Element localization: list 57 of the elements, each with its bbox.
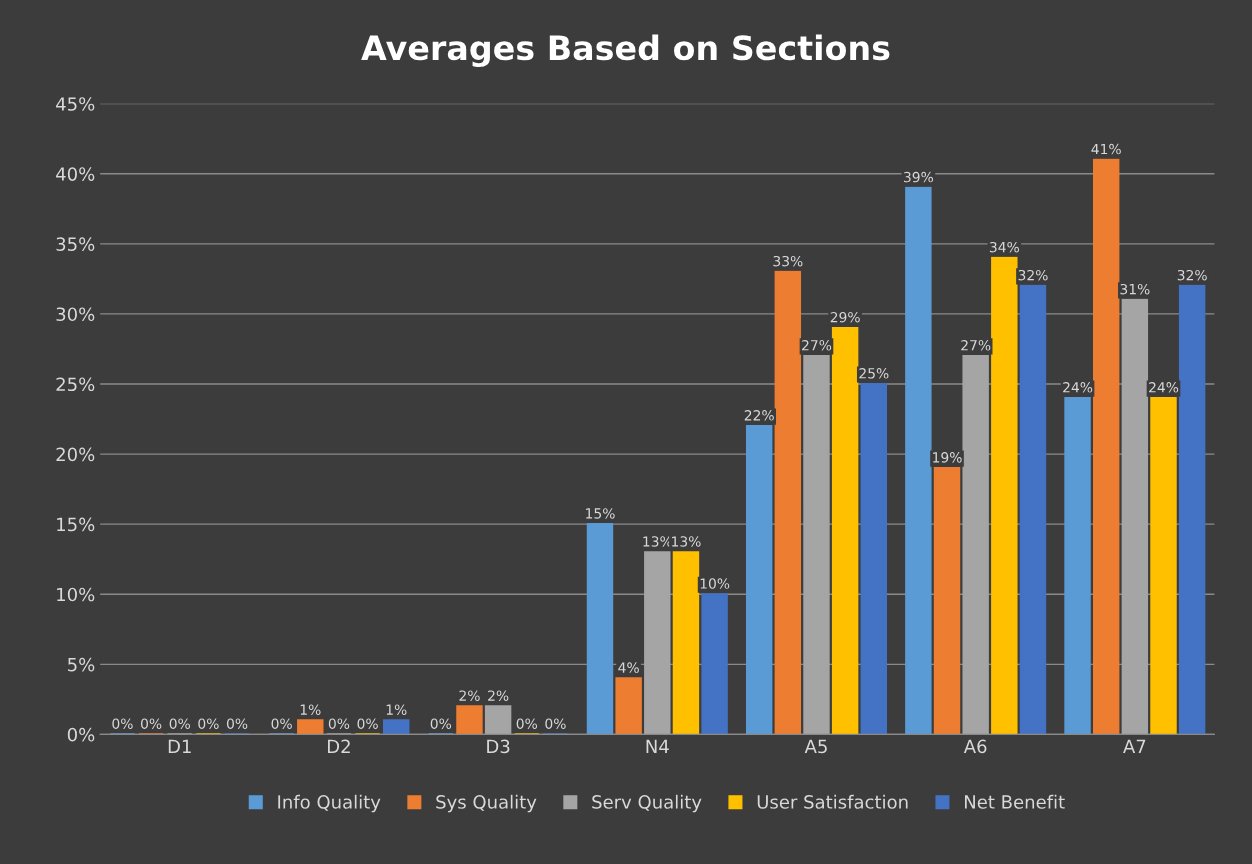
data-label: 32%	[1177, 269, 1207, 281]
y-tick-label: 40%	[56, 167, 95, 181]
legend-label: Net Benefit	[964, 794, 1065, 809]
legend-label: Serv Quality	[592, 794, 702, 813]
data-label: 24%	[1149, 382, 1179, 393]
x-tick-label: A7	[1123, 739, 1146, 753]
data-label: 31%	[1120, 283, 1150, 295]
data-label: 0%	[141, 718, 162, 729]
data-label: 0%	[545, 718, 566, 729]
y-tick-label: 10%	[57, 587, 95, 602]
y-tick-label: 0%	[67, 727, 95, 742]
y-tick-label: 45%	[56, 97, 95, 111]
data-label: 27%	[961, 339, 991, 351]
data-label: 0%	[357, 718, 378, 729]
data-label: 1%	[386, 704, 407, 715]
y-tick-label: 5%	[68, 657, 95, 672]
data-label: 0%	[516, 718, 538, 729]
data-label: 19%	[933, 452, 962, 463]
data-label: 22%	[744, 410, 774, 421]
x-tick-label: D1	[168, 739, 191, 753]
chart-title: Averages Based on Sections	[361, 34, 890, 68]
y-tick-label: 35%	[56, 237, 95, 251]
data-label: 32%	[1018, 269, 1048, 281]
legend-label: Info Quality	[278, 794, 381, 813]
data-label: 0%	[271, 718, 292, 729]
data-label: 13%	[672, 536, 701, 547]
x-tick-label: N4	[646, 739, 669, 753]
data-label: 0%	[226, 718, 248, 729]
y-tick-label: 20%	[56, 447, 95, 462]
data-label: 39%	[903, 171, 934, 183]
data-label: 4%	[618, 662, 639, 673]
data-label: 0%	[169, 718, 190, 729]
y-tick-label: 25%	[56, 377, 95, 392]
y-tick-label: 30%	[56, 307, 95, 322]
x-tick-label: D3	[487, 739, 510, 754]
x-tick-label: A6	[963, 739, 987, 754]
data-label: 0%	[328, 718, 350, 729]
data-label: 24%	[1063, 382, 1093, 393]
x-tick-label: A5	[804, 739, 827, 754]
data-label: 27%	[802, 339, 832, 351]
legend-label: User Satisfaction	[757, 794, 908, 809]
x-tick-label: D2	[328, 739, 350, 753]
data-label: 2%	[459, 690, 480, 701]
data-label: 29%	[830, 311, 860, 323]
data-label: 0%	[430, 718, 452, 729]
data-label: 41%	[1091, 143, 1121, 155]
data-label: 34%	[989, 241, 1019, 253]
data-label: 10%	[700, 578, 730, 589]
data-label: 25%	[859, 368, 889, 379]
data-label: 33%	[773, 255, 803, 267]
data-label: 1%	[300, 704, 321, 715]
legend-label: Sys Quality	[436, 794, 537, 813]
data-label: 0%	[198, 718, 219, 729]
data-label: 2%	[488, 690, 509, 701]
data-label: 15%	[586, 508, 615, 519]
y-tick-label: 15%	[57, 517, 95, 532]
data-label: 0%	[112, 718, 133, 729]
